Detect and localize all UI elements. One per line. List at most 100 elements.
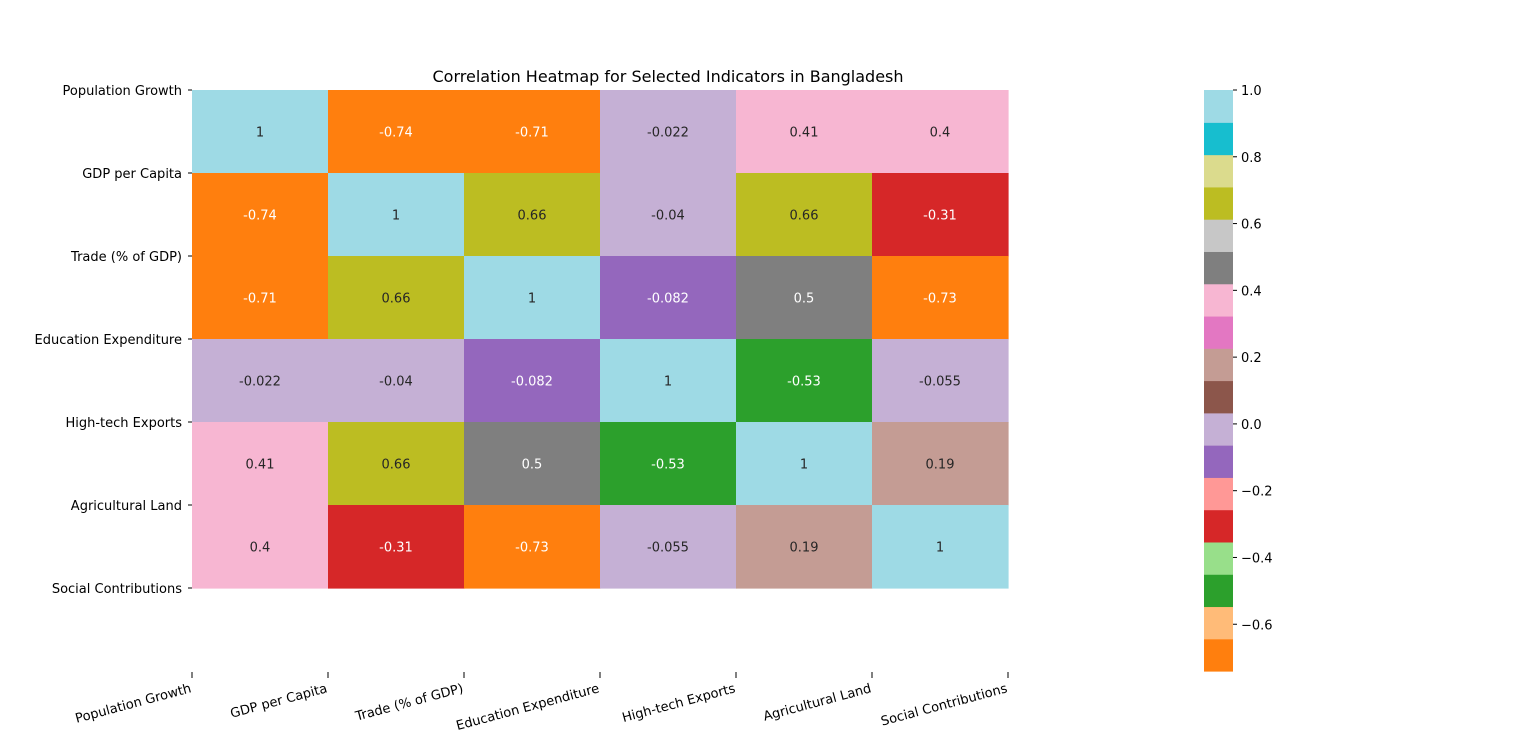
- x-axis: Population Growth GDP per Capita Trade (% …: [74, 672, 1009, 734]
- heatmap-cell: [736, 339, 873, 423]
- y-tick-label: Education Expenditure: [34, 333, 182, 348]
- heatmap-cell: [600, 256, 737, 340]
- y-tick-label: High-tech Exports: [65, 416, 182, 431]
- heatmap-cell: [464, 90, 601, 174]
- cell-annotation: 1: [256, 126, 264, 141]
- colorbar-segment: [1204, 412, 1233, 446]
- heatmap-cell: [328, 173, 465, 257]
- heatmap-cell: [464, 505, 601, 589]
- cell-annotation: -0.53: [787, 375, 821, 390]
- cell-annotation: -0.055: [919, 375, 961, 390]
- cell-annotations: 1 -0.74 -0.71 -0.022 0.41 0.4-0.74 1 0.66 -0.04 0…: [239, 126, 961, 556]
- heatmap-cell: [600, 90, 737, 174]
- heatmap-cell: [464, 339, 601, 423]
- y-tick-label: Trade (% of GDP): [70, 250, 182, 265]
- colorbar-tick-label: 0.0: [1241, 418, 1262, 433]
- heatmap-cell: [872, 505, 1009, 589]
- colorbar-tick-label: −0.4: [1241, 551, 1273, 566]
- y-axis-tick-labels: Population Growth GDP per Capita Trade (% …: [34, 84, 192, 597]
- cell-annotation: 0.41: [246, 458, 275, 473]
- cell-annotation: -0.71: [243, 292, 277, 307]
- colorbar-segment: [1204, 122, 1233, 156]
- chart-title: Correlation Heatmap for Selected Indicat…: [432, 67, 903, 86]
- cell-annotation: -0.055: [647, 541, 689, 556]
- cell-annotation: -0.31: [379, 541, 413, 556]
- cell-annotation: -0.31: [923, 209, 957, 224]
- cell-annotation: -0.71: [515, 126, 549, 141]
- heatmap-cells: [192, 90, 1009, 589]
- cell-annotation: -0.082: [511, 375, 553, 390]
- heatmap-cell: [600, 422, 737, 506]
- colorbar-segment: [1204, 348, 1233, 382]
- heatmap-cell: [328, 90, 465, 174]
- heatmap-cell: [192, 339, 329, 423]
- cell-annotation: 0.66: [382, 458, 411, 473]
- cell-annotation: 1: [392, 209, 400, 224]
- cell-annotation: -0.04: [651, 209, 685, 224]
- heatmap-cell: [872, 256, 1009, 340]
- cell-annotation: -0.022: [239, 375, 281, 390]
- heatmap-cell: [192, 173, 329, 257]
- cell-annotation: -0.022: [647, 126, 689, 141]
- colorbar-tick-label: 0.2: [1241, 351, 1262, 366]
- colorbar-segment: [1204, 606, 1233, 640]
- heatmap-cell: [872, 173, 1009, 257]
- colorbar-segment: [1204, 251, 1233, 285]
- colorbar-tick-label: 0.6: [1241, 218, 1262, 233]
- heatmap-cell: [872, 422, 1009, 506]
- colorbar-segment: [1204, 477, 1233, 511]
- colorbar-tick-label: 1.0: [1241, 84, 1262, 99]
- heatmap-cell: [872, 90, 1009, 174]
- colorbar-tick-label: 0.4: [1241, 284, 1262, 299]
- cell-annotation: 0.19: [790, 541, 819, 556]
- cell-annotation: 0.4: [930, 126, 951, 141]
- cell-annotation: 0.5: [522, 458, 543, 473]
- colorbar-segment: [1204, 186, 1233, 220]
- cell-annotation: -0.53: [651, 458, 685, 473]
- heatmap-cell: [328, 505, 465, 589]
- cell-annotation: -0.082: [647, 292, 689, 307]
- heatmap-cell: [464, 173, 601, 257]
- heatmap-cell: [328, 256, 465, 340]
- heatmap-cell: [328, 339, 465, 423]
- heatmap-cell: [736, 173, 873, 257]
- colorbar-segment: [1204, 283, 1233, 317]
- x-tick-label: Population Growth: [74, 681, 193, 726]
- heatmap-cell: [328, 422, 465, 506]
- x-tick-label: High-tech Exports: [621, 681, 738, 726]
- colorbar-segment: [1204, 380, 1233, 414]
- x-tick-label: Social Contributions: [879, 681, 1009, 729]
- x-tick-label: Trade (% of GDP): [353, 681, 465, 724]
- colorbar-segment: [1204, 154, 1233, 188]
- colorbar-tick-label: −0.6: [1241, 618, 1273, 633]
- cell-annotation: 0.66: [518, 209, 547, 224]
- cell-annotation: -0.04: [379, 375, 413, 390]
- cell-annotation: 1: [800, 458, 808, 473]
- heatmap-cell: [192, 422, 329, 506]
- cell-annotation: -0.73: [923, 292, 957, 307]
- heatmap-cell: [736, 422, 873, 506]
- y-tick-label: Agricultural Land: [71, 499, 182, 514]
- heatmap-cell: [736, 90, 873, 174]
- y-tick-label: Social Contributions: [52, 582, 182, 597]
- heatmap-cell: [464, 256, 601, 340]
- colorbar-segment: [1204, 574, 1233, 608]
- heatmap-cell: [192, 256, 329, 340]
- colorbar-segment: [1204, 315, 1233, 349]
- y-tick-label: GDP per Capita: [82, 167, 182, 182]
- cell-annotation: 0.66: [790, 209, 819, 224]
- cell-annotation: 0.4: [250, 541, 271, 556]
- heatmap-cell: [600, 173, 737, 257]
- colorbar-tick-label: 0.8: [1241, 151, 1262, 166]
- x-tick-label: GDP per Capita: [229, 681, 329, 721]
- heatmap-cell: [600, 339, 737, 423]
- y-tick-label: Population Growth: [63, 84, 183, 99]
- colorbar-segment: [1204, 445, 1233, 478]
- colorbar-segment: [1204, 90, 1233, 123]
- cell-annotation: 0.66: [382, 292, 411, 307]
- x-tick-label: Education Expenditure: [455, 681, 601, 734]
- cell-annotation: 1: [936, 541, 944, 556]
- heatmap-cell: [600, 505, 737, 589]
- colorbar-tick-label: −0.2: [1241, 485, 1273, 500]
- colorbar-segment: [1204, 638, 1233, 672]
